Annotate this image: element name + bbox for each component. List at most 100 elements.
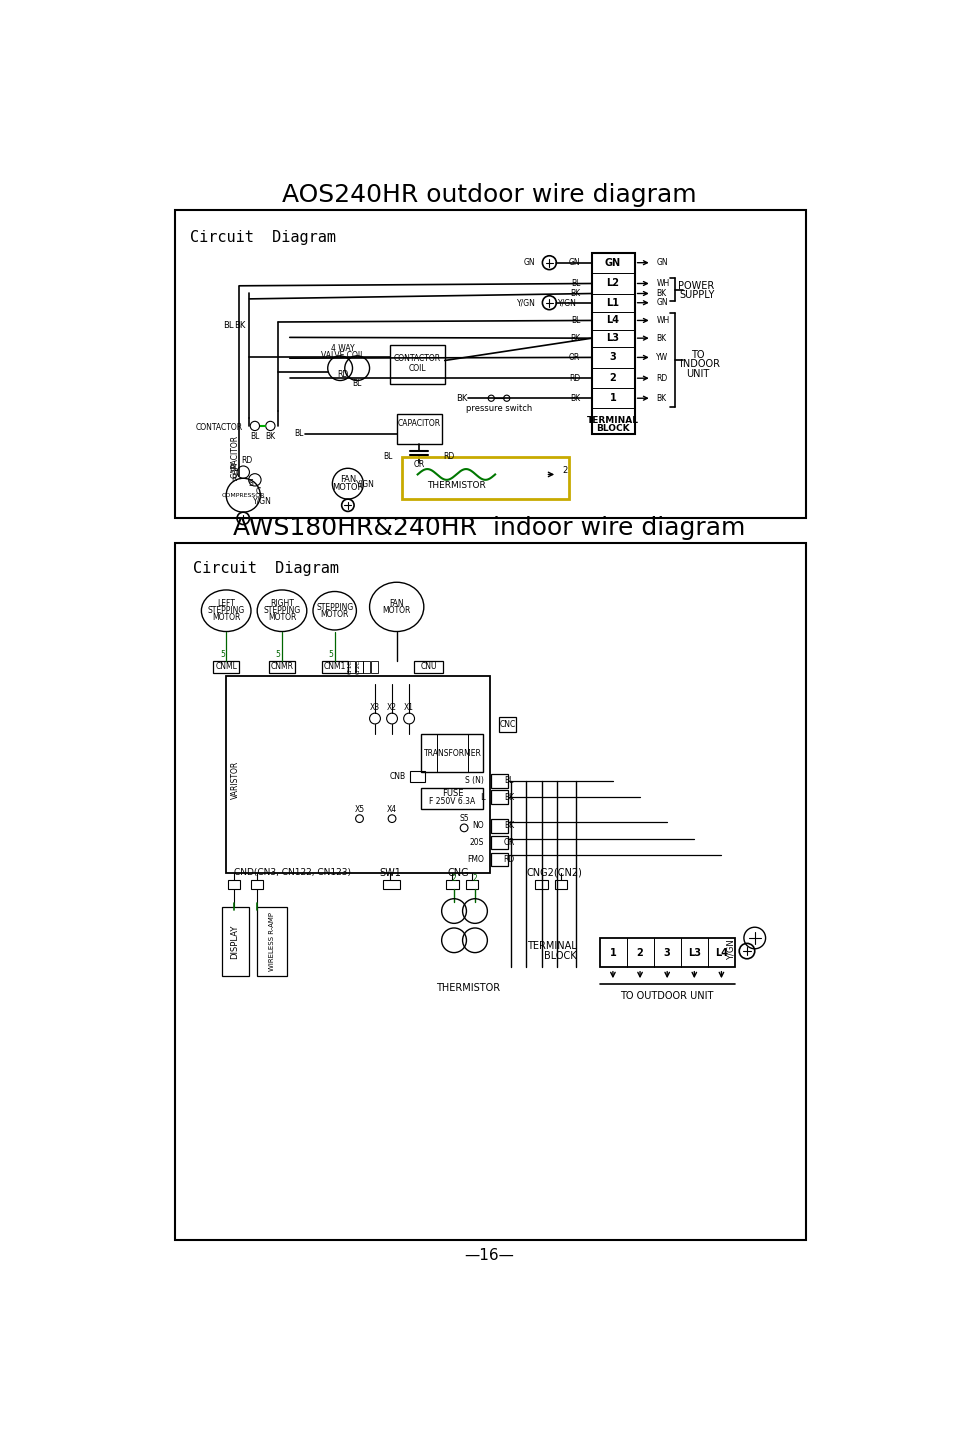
Text: RD: RD bbox=[656, 374, 667, 382]
Text: WH: WH bbox=[656, 279, 669, 288]
Text: L2: L2 bbox=[606, 278, 618, 288]
Bar bbox=[348, 660, 355, 673]
Text: L3: L3 bbox=[687, 948, 700, 958]
Text: BK: BK bbox=[265, 432, 275, 441]
Text: RD: RD bbox=[569, 374, 579, 382]
Bar bbox=[491, 790, 508, 803]
Text: TRANSFORMER: TRANSFORMER bbox=[423, 749, 481, 758]
Text: CNB: CNB bbox=[390, 772, 406, 780]
Bar bbox=[414, 660, 443, 673]
Text: L: L bbox=[479, 792, 484, 802]
Text: CAPACITOR: CAPACITOR bbox=[397, 420, 440, 428]
Text: BK: BK bbox=[656, 394, 666, 402]
Bar bbox=[390, 345, 444, 384]
Text: CF2C: CF2C bbox=[355, 660, 360, 674]
Text: BK: BK bbox=[570, 334, 579, 342]
Text: RIGHT: RIGHT bbox=[270, 600, 294, 609]
Bar bbox=[465, 881, 477, 889]
Bar bbox=[498, 717, 516, 732]
Text: RD: RD bbox=[336, 369, 348, 379]
Text: Y/GN: Y/GN bbox=[516, 298, 535, 308]
Text: GN: GN bbox=[604, 258, 620, 268]
Text: CNM1: CNM1 bbox=[323, 663, 346, 672]
Text: CNMR: CNMR bbox=[271, 663, 294, 672]
Text: MOTOR: MOTOR bbox=[332, 483, 363, 493]
Text: WIRELESS R-AMP: WIRELESS R-AMP bbox=[269, 912, 274, 971]
Text: FAN: FAN bbox=[339, 475, 355, 484]
Bar bbox=[491, 836, 508, 849]
Bar bbox=[491, 852, 508, 866]
Text: R: R bbox=[231, 474, 236, 483]
Text: AOS240HR outdoor wire diagram: AOS240HR outdoor wire diagram bbox=[281, 183, 696, 208]
Text: BK: BK bbox=[503, 792, 514, 802]
Text: CND(CN3, CN122, CN123): CND(CN3, CN122, CN123) bbox=[233, 868, 351, 876]
Text: Y/GN: Y/GN bbox=[253, 497, 272, 505]
Text: TERMINAL: TERMINAL bbox=[586, 417, 639, 425]
Text: SUPPLY: SUPPLY bbox=[679, 291, 714, 301]
Bar bbox=[363, 660, 370, 673]
Text: FUSE: FUSE bbox=[441, 789, 463, 798]
Text: TO OUTDOOR UNIT: TO OUTDOOR UNIT bbox=[619, 991, 713, 1001]
Text: MOTOR: MOTOR bbox=[268, 613, 295, 621]
Text: AWS180HR&240HR  indoor wire diagram: AWS180HR&240HR indoor wire diagram bbox=[233, 516, 744, 540]
Bar bbox=[321, 660, 348, 673]
Text: MOTOR: MOTOR bbox=[382, 606, 411, 614]
Bar bbox=[269, 660, 294, 673]
Bar bbox=[555, 881, 567, 889]
Text: BK: BK bbox=[656, 334, 666, 342]
Text: BK: BK bbox=[570, 289, 579, 298]
Bar bbox=[251, 881, 263, 889]
Text: BK: BK bbox=[456, 394, 468, 402]
Text: L3: L3 bbox=[606, 334, 618, 344]
Text: MOTOR: MOTOR bbox=[212, 613, 240, 621]
Text: GN: GN bbox=[568, 258, 579, 268]
Text: FAN: FAN bbox=[389, 599, 403, 609]
Bar bbox=[257, 908, 286, 977]
Text: BK: BK bbox=[656, 289, 666, 298]
Text: UNIT: UNIT bbox=[686, 368, 709, 378]
Text: TO: TO bbox=[691, 349, 704, 359]
Text: Circuit  Diagram: Circuit Diagram bbox=[193, 561, 339, 576]
Text: RD: RD bbox=[241, 455, 253, 465]
Text: NO: NO bbox=[472, 821, 484, 831]
Text: 20S: 20S bbox=[470, 838, 484, 846]
Text: BL: BL bbox=[223, 321, 233, 331]
Bar bbox=[221, 908, 249, 977]
Text: OR: OR bbox=[503, 838, 515, 846]
Text: F 250V 6.3A: F 250V 6.3A bbox=[429, 798, 476, 806]
Text: BL: BL bbox=[352, 379, 361, 388]
Text: 2: 2 bbox=[561, 465, 567, 475]
Text: COMPRESSOR: COMPRESSOR bbox=[221, 493, 265, 498]
Text: CNML: CNML bbox=[215, 663, 237, 672]
Bar bbox=[382, 881, 399, 889]
Text: CONTACTOR: CONTACTOR bbox=[394, 355, 440, 364]
Text: Circuit  Diagram: Circuit Diagram bbox=[190, 229, 335, 245]
Text: CF1C: CF1C bbox=[347, 660, 353, 674]
Text: INDOOR: INDOOR bbox=[679, 359, 719, 369]
Text: BL: BL bbox=[383, 453, 393, 461]
Bar bbox=[421, 735, 483, 772]
Text: X3: X3 bbox=[370, 703, 379, 712]
Text: OR: OR bbox=[569, 352, 579, 362]
Text: S (N): S (N) bbox=[465, 776, 484, 785]
Text: 3: 3 bbox=[663, 948, 670, 958]
Text: BL: BL bbox=[504, 776, 514, 785]
Bar bbox=[410, 770, 425, 782]
Text: —16—: —16— bbox=[463, 1249, 514, 1263]
Text: 5: 5 bbox=[219, 650, 225, 659]
Text: GN: GN bbox=[523, 258, 535, 268]
Text: BL: BL bbox=[294, 430, 303, 438]
Text: CONTACTOR: CONTACTOR bbox=[196, 422, 243, 432]
Text: GN: GN bbox=[656, 258, 667, 268]
Text: 2: 2 bbox=[451, 874, 456, 884]
Text: YW: YW bbox=[656, 352, 668, 362]
Text: CAPACITOR: CAPACITOR bbox=[231, 435, 240, 478]
Text: OR: OR bbox=[413, 460, 424, 468]
Text: BL: BL bbox=[229, 464, 238, 473]
Text: CNG2(CN2): CNG2(CN2) bbox=[526, 868, 582, 878]
Text: 2: 2 bbox=[472, 874, 476, 884]
Text: CNC: CNC bbox=[498, 720, 516, 729]
Text: X2: X2 bbox=[387, 703, 396, 712]
Text: BL: BL bbox=[571, 316, 579, 325]
Text: SW1: SW1 bbox=[379, 868, 401, 878]
